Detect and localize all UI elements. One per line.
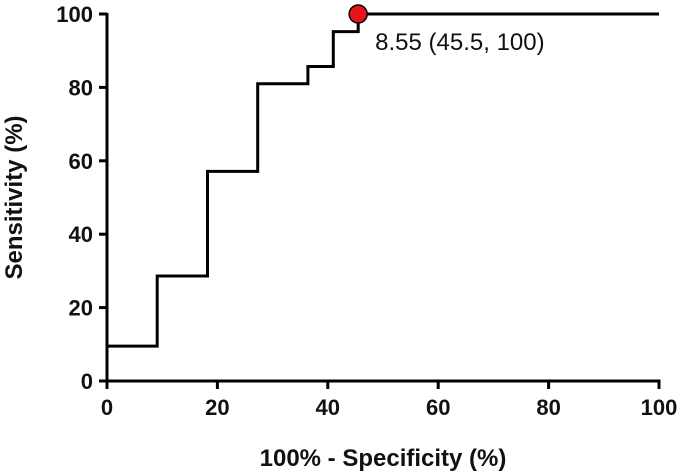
roc-step-line [107,12,659,348]
x-tick-label: 40 [316,395,340,420]
y-tick-label: 100 [56,2,93,27]
y-tick-label: 0 [81,369,93,394]
y-tick-label: 80 [69,75,93,100]
y-tick-label: 60 [69,149,93,174]
x-tick-label: 100 [641,395,678,420]
x-tick-label: 0 [101,395,113,420]
y-axis-title: Sensitivity (%) [1,115,28,279]
x-tick-label: 20 [205,395,229,420]
x-axis-title: 100% - Specificity (%) [260,445,507,472]
x-tick-label: 60 [426,395,450,420]
y-tick-label: 20 [69,296,93,321]
cutoff-annotation: 8.55 (45.5, 100) [375,29,544,56]
x-tick-label: 80 [536,395,560,420]
cutoff-point-marker [348,4,368,24]
ticks-layer: 0 20 40 60 80 100 0 20 40 60 80 100 [56,2,677,420]
y-tick-label: 40 [69,222,93,247]
